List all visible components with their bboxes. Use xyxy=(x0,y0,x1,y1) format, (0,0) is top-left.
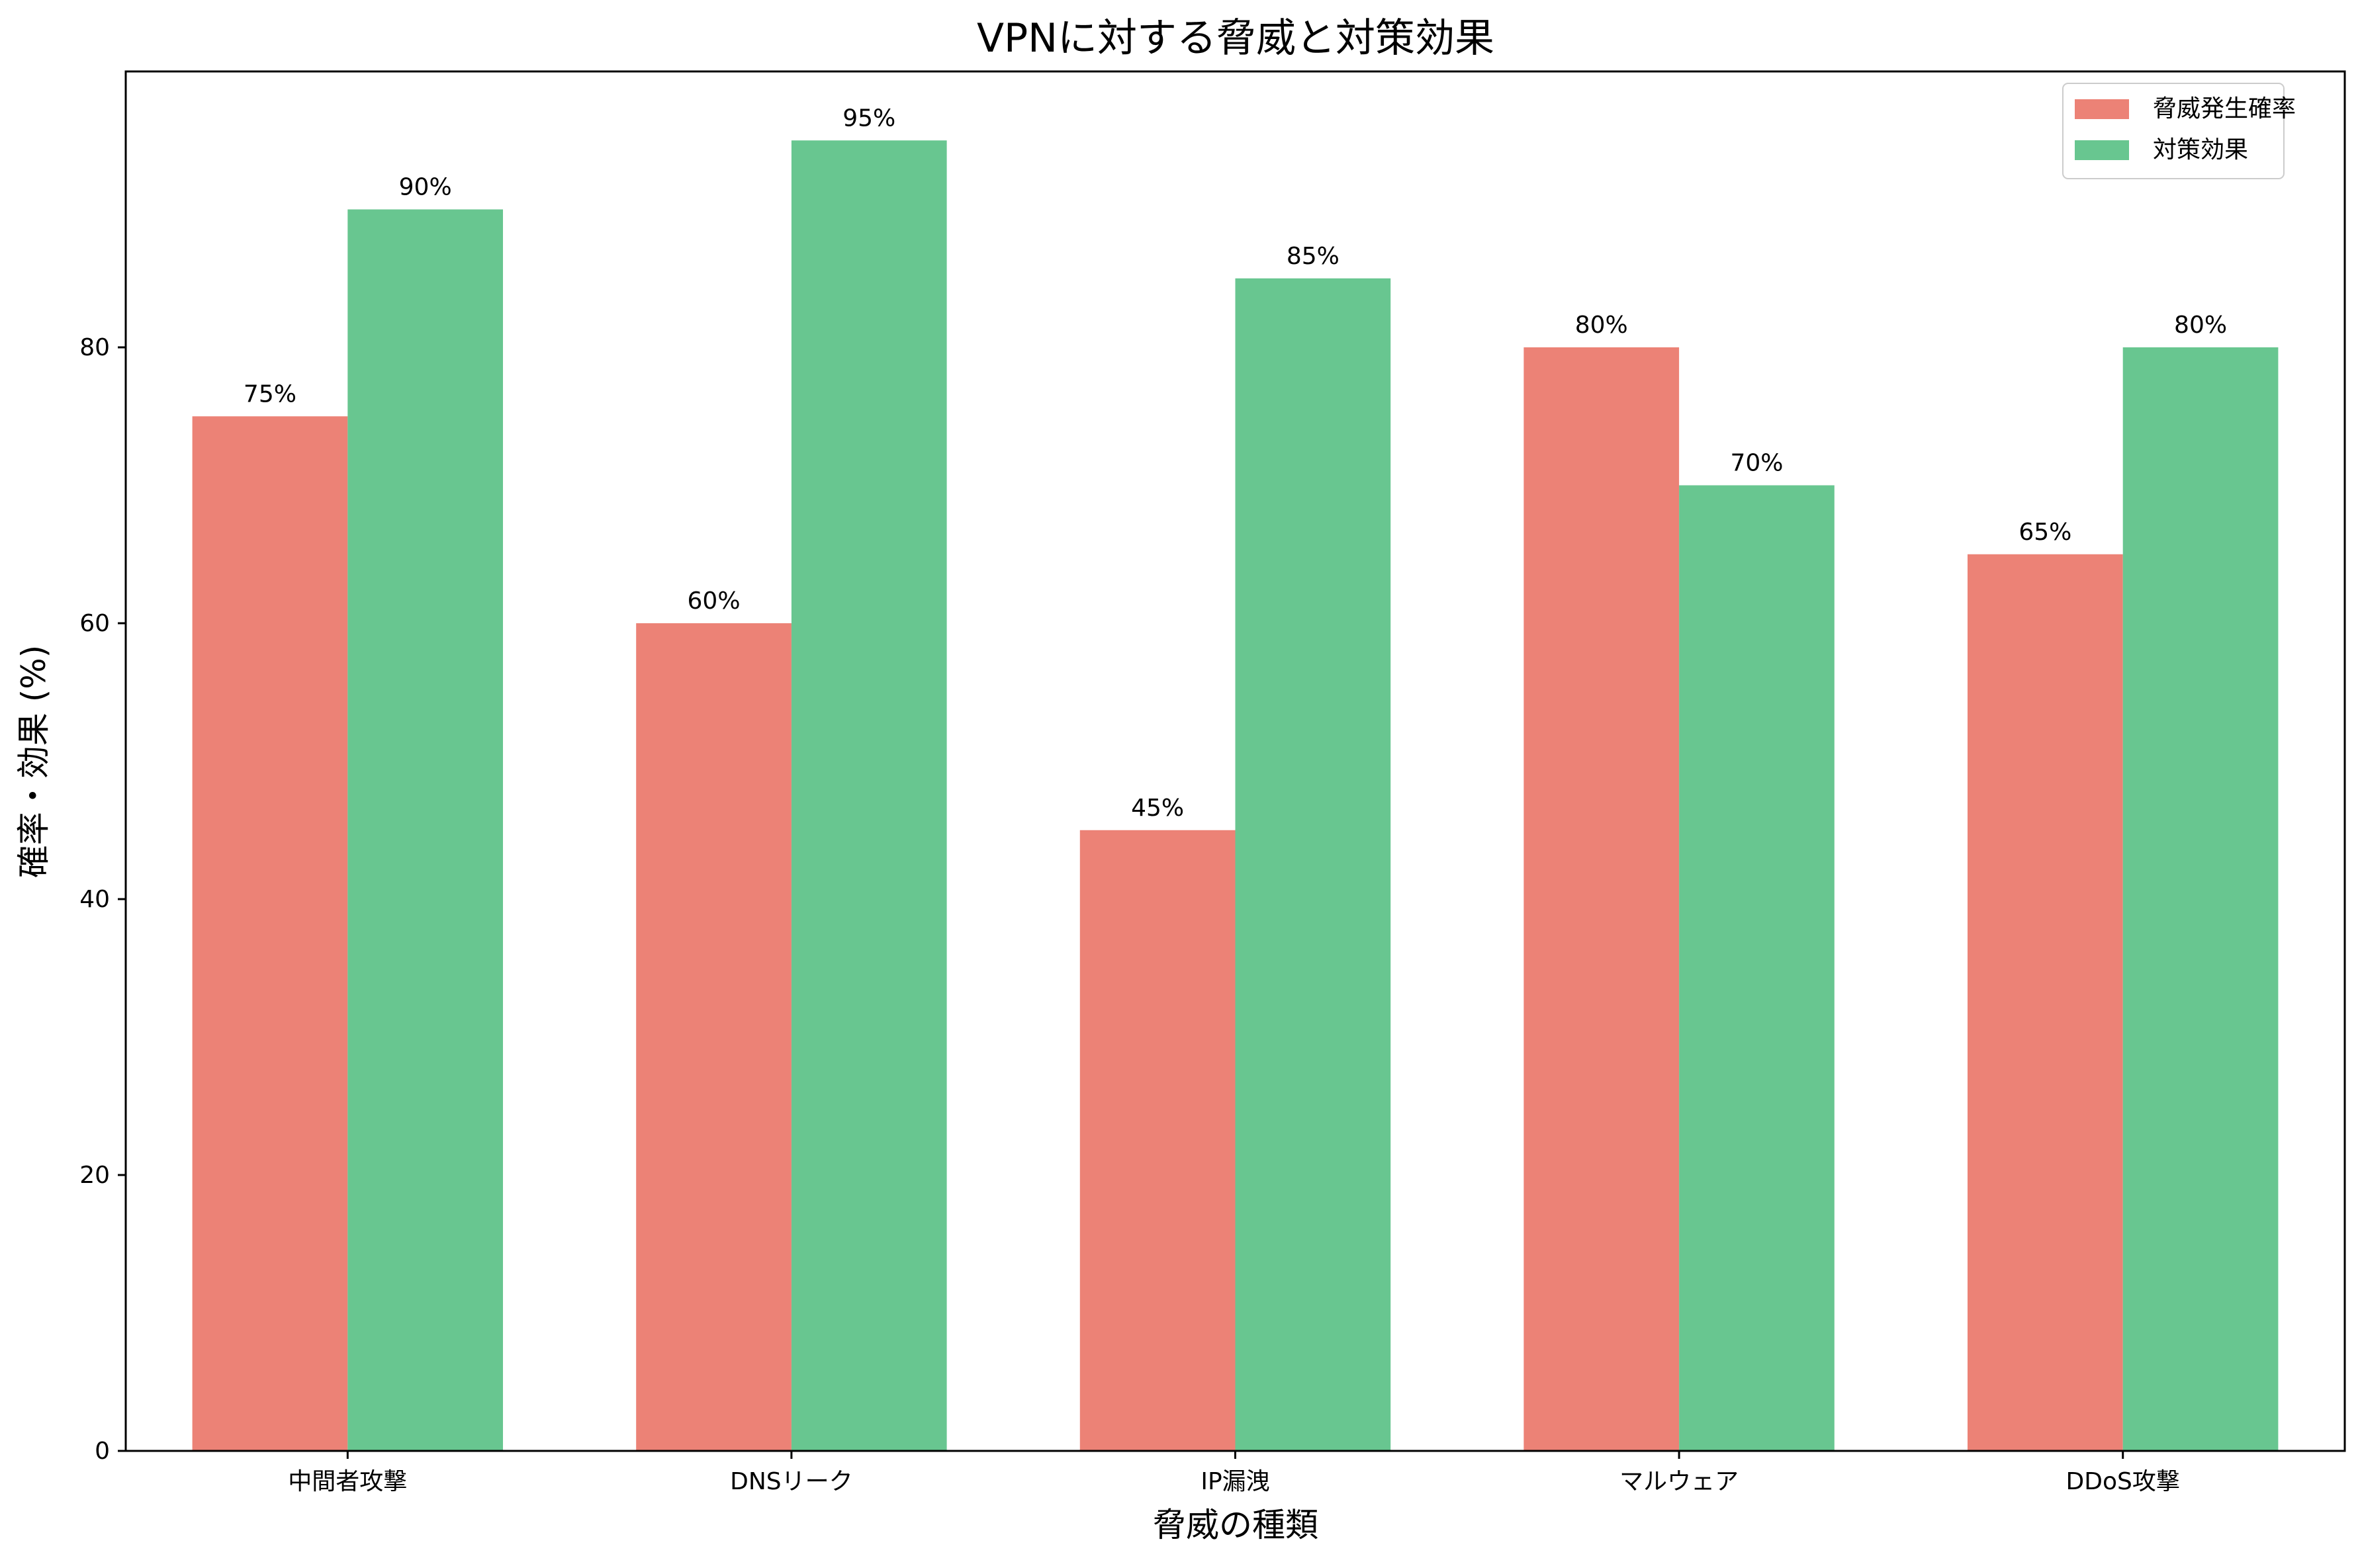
bar-countermeasure-1 xyxy=(791,140,947,1451)
data-labels-layer: 75% 90% 60% 95% 45% 85% 80% 70% 65% 80% xyxy=(244,105,2227,822)
legend-swatch xyxy=(2075,140,2129,160)
y-tick-label: 0 xyxy=(95,1438,110,1465)
bar-threat-2 xyxy=(1079,830,1236,1451)
y-tick-label: 80 xyxy=(79,334,110,361)
y-tick-label: 20 xyxy=(79,1162,110,1189)
y-axis-title: 確率・効果 (%) xyxy=(15,645,53,878)
bars-layer xyxy=(192,140,2279,1451)
x-tick-label: 中間者攻撃 xyxy=(288,1468,407,1495)
chart-title: VPNに対する脅威と対策効果 xyxy=(977,15,1494,62)
y-tick-label: 60 xyxy=(79,610,110,637)
data-label: 95% xyxy=(842,105,895,132)
x-tick-label: IP漏洩 xyxy=(1201,1468,1269,1495)
bar-threat-0 xyxy=(192,416,348,1451)
data-label: 60% xyxy=(688,588,741,615)
data-label: 80% xyxy=(1575,312,1628,339)
x-tick-label: マルウェア xyxy=(1619,1468,1739,1495)
data-label: 45% xyxy=(1131,795,1184,822)
bar-threat-1 xyxy=(636,623,792,1451)
bar-threat-3 xyxy=(1523,347,1680,1451)
data-label: 85% xyxy=(1287,243,1339,270)
bar-threat-4 xyxy=(1967,554,2123,1451)
legend-entry: 対策効果 xyxy=(2153,136,2248,163)
legend-entry: 脅威発生確率 xyxy=(2153,95,2296,122)
data-label: 80% xyxy=(2174,312,2227,339)
bar-countermeasure-2 xyxy=(1235,278,1391,1451)
x-tick-label: DDoS攻撃 xyxy=(2066,1468,2180,1495)
bar-countermeasure-0 xyxy=(347,209,504,1451)
data-label: 65% xyxy=(2019,519,2071,546)
bar-countermeasure-4 xyxy=(2122,347,2279,1451)
data-label: 90% xyxy=(399,174,452,201)
x-tick-label: DNSリーク xyxy=(730,1468,853,1495)
x-axis-title: 脅威の種類 xyxy=(1153,1506,1318,1544)
y-axis: 0 20 40 60 80 xyxy=(79,334,126,1465)
y-tick-label: 40 xyxy=(79,886,110,913)
bar-countermeasure-3 xyxy=(1679,485,1835,1451)
data-label: 70% xyxy=(1730,450,1783,477)
x-axis: 中間者攻撃 DNSリーク IP漏洩 マルウェア DDoS攻撃 xyxy=(288,1451,2180,1495)
data-label: 75% xyxy=(244,380,296,408)
legend-swatch xyxy=(2075,99,2129,119)
